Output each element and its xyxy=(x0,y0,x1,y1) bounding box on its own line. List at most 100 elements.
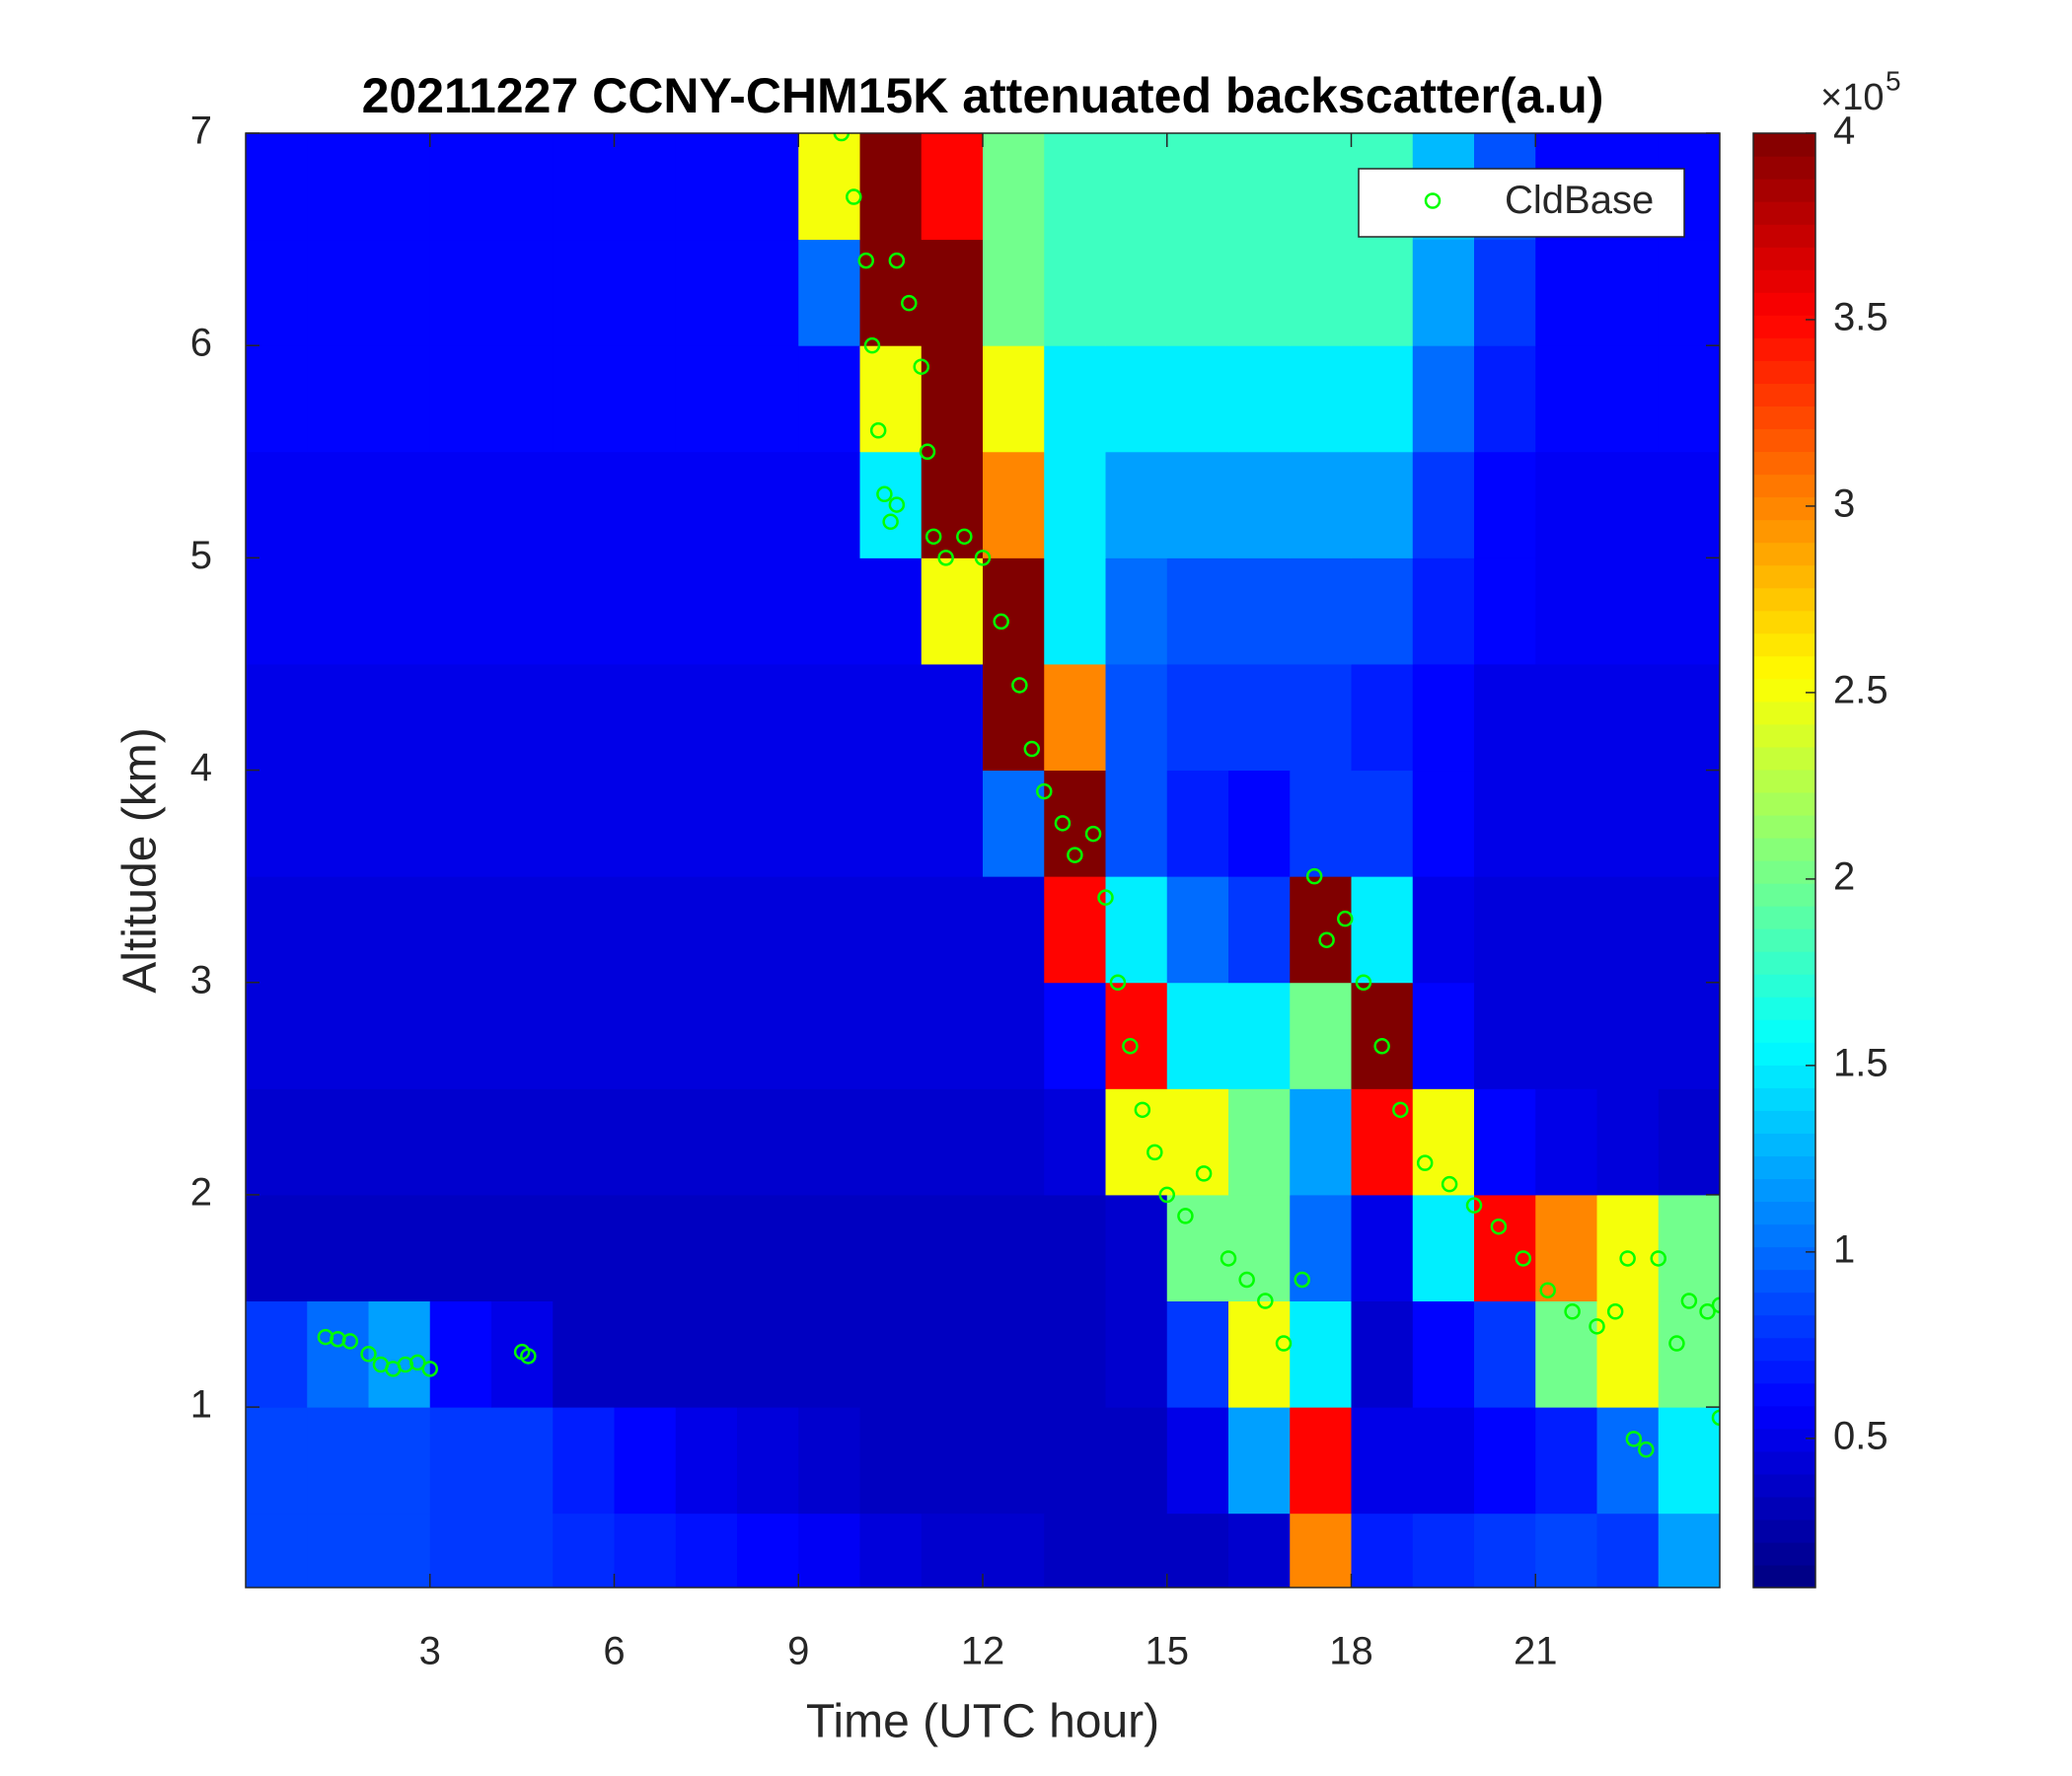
heat-cell xyxy=(1658,663,1720,772)
colorbar-step xyxy=(1753,1405,1815,1430)
colorbar-step xyxy=(1753,746,1815,771)
heat-cell xyxy=(1290,1300,1352,1408)
heat-cell xyxy=(1290,345,1352,453)
heat-cell xyxy=(1105,451,1168,558)
heat-cell xyxy=(983,451,1045,558)
heat-cell xyxy=(1044,1513,1106,1588)
heat-cell xyxy=(737,663,799,772)
heat-cell xyxy=(1105,663,1168,772)
cloud-base-point xyxy=(520,1348,537,1365)
heat-cell xyxy=(307,663,369,772)
colorbar-step xyxy=(1753,179,1815,202)
heat-cell xyxy=(737,239,799,346)
heat-cell xyxy=(553,1407,615,1515)
heat-cell xyxy=(368,876,431,984)
colorbar-step xyxy=(1753,769,1815,793)
heat-cell xyxy=(1166,663,1229,772)
x-tick-label: 3 xyxy=(419,1630,441,1673)
heat-cell xyxy=(246,451,308,558)
heat-cell xyxy=(921,1088,984,1196)
heat-cell xyxy=(675,557,738,665)
colorbar-step xyxy=(1753,1564,1815,1589)
heat-cell xyxy=(368,770,431,877)
colorbar-step xyxy=(1753,201,1815,225)
heat-cell xyxy=(1474,1407,1536,1515)
cloud-base-point xyxy=(833,133,851,142)
heat-cell xyxy=(429,1300,492,1408)
heat-cell xyxy=(614,876,677,984)
y-tick-label: 2 xyxy=(190,1170,212,1214)
heat-cell xyxy=(1412,1407,1475,1515)
heat-cell xyxy=(614,663,677,772)
legend-box xyxy=(1358,168,1685,238)
colorbar-frame xyxy=(1752,132,1816,1589)
cloud-base-point xyxy=(993,613,1009,630)
colorbar-step xyxy=(1753,655,1815,680)
colorbar-step xyxy=(1753,723,1815,748)
heat-cell xyxy=(1412,982,1475,1089)
heat-cell xyxy=(614,1300,677,1408)
chart-title: 20211227 CCNY-CHM15K attenuated backscat… xyxy=(362,68,1604,123)
heat-cell xyxy=(246,876,308,984)
heat-cell xyxy=(1535,1513,1597,1588)
heat-cell xyxy=(553,663,615,772)
x-tick-label: 21 xyxy=(1514,1630,1558,1673)
colorbar-step xyxy=(1753,1065,1815,1088)
heat-cell xyxy=(1351,451,1414,558)
heat-cell xyxy=(1412,239,1475,346)
heat-cell xyxy=(1658,1194,1720,1302)
heat-cell xyxy=(368,133,431,241)
heat-cell xyxy=(1535,557,1597,665)
heat-cell xyxy=(307,1407,369,1515)
colorbar-tick-label: 2 xyxy=(1833,854,1855,898)
heat-cell xyxy=(1412,1194,1475,1302)
heat-cell xyxy=(1535,1300,1597,1408)
heat-cell xyxy=(1105,1513,1168,1588)
heat-cell xyxy=(1044,1300,1106,1408)
heat-cell xyxy=(1351,876,1414,984)
x-tick-label: 12 xyxy=(961,1630,1005,1673)
heat-cell xyxy=(675,451,738,558)
heat-cell xyxy=(1596,451,1660,558)
heat-cell xyxy=(675,345,738,453)
heat-cell xyxy=(983,1088,1045,1196)
heat-cell xyxy=(1474,876,1536,984)
heat-cell xyxy=(307,557,369,665)
heat-cell xyxy=(859,557,923,665)
heat-cell xyxy=(614,1088,677,1196)
heat-cell xyxy=(1474,345,1536,453)
heat-cell xyxy=(1535,876,1597,984)
heat-cell xyxy=(859,1300,923,1408)
heat-cell xyxy=(1658,770,1720,877)
colorbar-step xyxy=(1753,837,1815,861)
colorbar-step xyxy=(1753,1087,1815,1111)
cloud-base-point xyxy=(1711,1409,1720,1427)
x-tick-label: 18 xyxy=(1329,1630,1373,1673)
cloud-base-point xyxy=(876,485,893,503)
heat-cell xyxy=(1412,1300,1475,1408)
cloud-base-point xyxy=(1011,677,1028,694)
heat-cell xyxy=(737,451,799,558)
heat-cell xyxy=(1474,239,1536,346)
heat-cell xyxy=(246,982,308,1089)
heat-cell xyxy=(1474,1300,1536,1408)
heat-cell xyxy=(1412,451,1475,558)
heat-cell xyxy=(1474,982,1536,1089)
cloud-base-point xyxy=(1147,1144,1163,1161)
heat-cell xyxy=(737,133,799,241)
heat-cell xyxy=(246,1194,308,1302)
heat-cell xyxy=(921,1513,984,1588)
colorbar-step xyxy=(1753,1541,1815,1566)
colorbar-step xyxy=(1753,860,1815,884)
heat-cell xyxy=(1596,557,1660,665)
heat-cell xyxy=(983,133,1045,241)
heat-cell xyxy=(429,876,492,984)
heat-cell xyxy=(553,1300,615,1408)
heat-cell xyxy=(553,451,615,558)
heat-cell xyxy=(1105,1407,1168,1515)
heat-cell xyxy=(1228,876,1291,984)
cloud-base-point xyxy=(1625,1431,1643,1447)
cloud-base-point xyxy=(1392,1101,1409,1119)
heat-cell xyxy=(1228,345,1291,453)
heat-cell xyxy=(368,1300,431,1408)
